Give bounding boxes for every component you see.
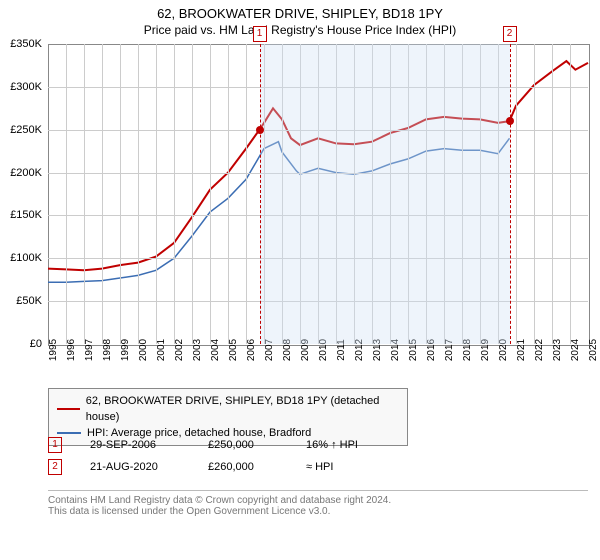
event-row: 2 21-AUG-2020 £260,000 ≈ HPI xyxy=(48,456,358,478)
x-axis-tick: 1998 xyxy=(102,339,113,361)
x-axis-tick: 2006 xyxy=(246,339,257,361)
event-badge: 2 xyxy=(48,459,62,475)
event-vs-hpi: 16% ↑ HPI xyxy=(306,439,358,451)
event-date: 29-SEP-2006 xyxy=(90,439,180,451)
x-axis-tick: 1995 xyxy=(48,339,59,361)
event-badge: 1 xyxy=(253,26,267,42)
footer: Contains HM Land Registry data © Crown c… xyxy=(48,490,588,517)
y-axis-tick: £350K xyxy=(2,38,42,50)
x-axis-tick: 2004 xyxy=(210,339,221,361)
x-axis-tick: 2025 xyxy=(588,339,599,361)
event-vs-hpi: ≈ HPI xyxy=(306,461,333,473)
y-axis-tick: £200K xyxy=(2,167,42,179)
legend-swatch-price xyxy=(57,408,80,410)
event-badge: 1 xyxy=(48,437,62,453)
footer-line2: This data is licensed under the Open Gov… xyxy=(48,506,588,517)
x-axis-tick: 2001 xyxy=(156,339,167,361)
x-axis-tick: 2003 xyxy=(192,339,203,361)
x-axis-tick: 1999 xyxy=(120,339,131,361)
event-date: 21-AUG-2020 xyxy=(90,461,180,473)
x-axis-tick: 1996 xyxy=(66,339,77,361)
event-vline xyxy=(510,44,511,344)
event-vline xyxy=(260,44,261,344)
event-row: 1 29-SEP-2006 £250,000 16% ↑ HPI xyxy=(48,434,358,456)
legend-row: 62, BROOKWATER DRIVE, SHIPLEY, BD18 1PY … xyxy=(57,393,399,425)
x-axis-tick: 2021 xyxy=(516,339,527,361)
y-axis-tick: £100K xyxy=(2,252,42,264)
y-axis-tick: £250K xyxy=(2,124,42,136)
event-price: £260,000 xyxy=(208,461,278,473)
x-axis-tick: 2022 xyxy=(534,339,545,361)
x-axis-tick: 1997 xyxy=(84,339,95,361)
x-axis-tick: 2005 xyxy=(228,339,239,361)
events-table: 1 29-SEP-2006 £250,000 16% ↑ HPI 2 21-AUG-202… xyxy=(48,434,358,478)
y-axis-tick: £300K xyxy=(2,81,42,93)
event-range-shade xyxy=(260,44,510,344)
event-price: £250,000 xyxy=(208,439,278,451)
x-axis-tick: 2024 xyxy=(570,339,581,361)
y-axis-tick: £150K xyxy=(2,209,42,221)
x-axis-tick: 2023 xyxy=(552,339,563,361)
x-axis-tick: 2000 xyxy=(138,339,149,361)
chart-container: 62, BROOKWATER DRIVE, SHIPLEY, BD18 1PY … xyxy=(0,0,600,560)
x-axis-tick: 2002 xyxy=(174,339,185,361)
legend-label-price: 62, BROOKWATER DRIVE, SHIPLEY, BD18 1PY … xyxy=(86,393,399,425)
y-axis-tick: £0 xyxy=(2,338,42,350)
footer-line1: Contains HM Land Registry data © Crown c… xyxy=(48,495,588,506)
event-badge: 2 xyxy=(503,26,517,42)
y-axis-tick: £50K xyxy=(2,295,42,307)
